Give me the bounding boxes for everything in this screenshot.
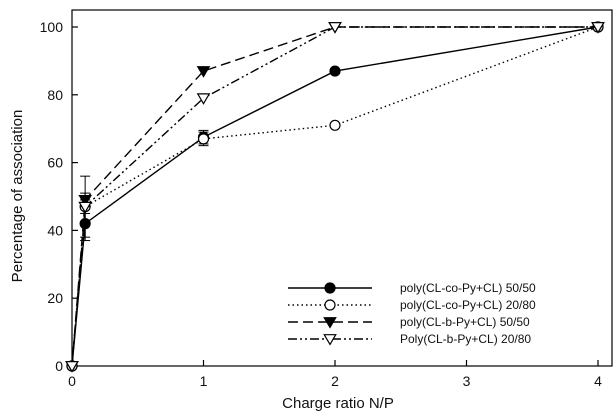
legend-marker [323, 334, 337, 346]
y-tick-label: 80 [47, 87, 63, 103]
data-point [591, 22, 605, 34]
data-point [328, 22, 342, 34]
data-point [65, 361, 79, 373]
series-line [71, 26, 599, 367]
plot-border [71, 9, 613, 367]
legend-label: poly(CL-co-Py+CL) 20/80 [400, 298, 536, 312]
data-point [329, 65, 341, 77]
legend-entry: Poly(CL-b-Py+CL) 20/80 [288, 332, 531, 346]
legend-entry: poly(CL-b-Py+CL) 50/50 [288, 315, 530, 329]
legend-label: poly(CL-b-Py+CL) 50/50 [400, 315, 530, 329]
y-axis-label: Percentage of association [9, 110, 26, 283]
legend-label: poly(CL-co-Py+CL) 50/50 [400, 281, 536, 295]
y-tick-label: 60 [47, 155, 63, 171]
series-4 [65, 22, 605, 373]
legend: poly(CL-co-Py+CL) 50/50 poly(CL-co-Py+CL)… [288, 281, 536, 346]
legend-marker [324, 299, 336, 311]
data-point [196, 93, 211, 105]
x-tick-label: 1 [200, 373, 208, 389]
plot-frame [71, 9, 613, 367]
legend-entry: poly(CL-co-Py+CL) 50/50 [288, 281, 536, 295]
data-point [197, 133, 210, 145]
y-tick-label: 40 [47, 222, 63, 238]
x-axis-label: Charge ratio N/P [282, 395, 394, 412]
data-point [78, 201, 92, 214]
legend-label: Poly(CL-b-Py+CL) 20/80 [400, 332, 531, 346]
data-point [196, 66, 211, 78]
x-tick-label: 2 [331, 373, 339, 389]
legend-entry: poly(CL-co-Py+CL) 20/80 [288, 298, 536, 312]
legend-marker [324, 282, 336, 294]
x-tick-label: 3 [463, 373, 471, 389]
x-tick-label: 0 [68, 373, 76, 389]
x-tick-label: 4 [594, 373, 602, 389]
y-tick-label: 100 [40, 19, 64, 35]
y-tick-label: 0 [55, 358, 63, 374]
data-point [329, 119, 341, 131]
legend-marker [323, 317, 337, 329]
y-tick-label: 20 [47, 290, 63, 306]
